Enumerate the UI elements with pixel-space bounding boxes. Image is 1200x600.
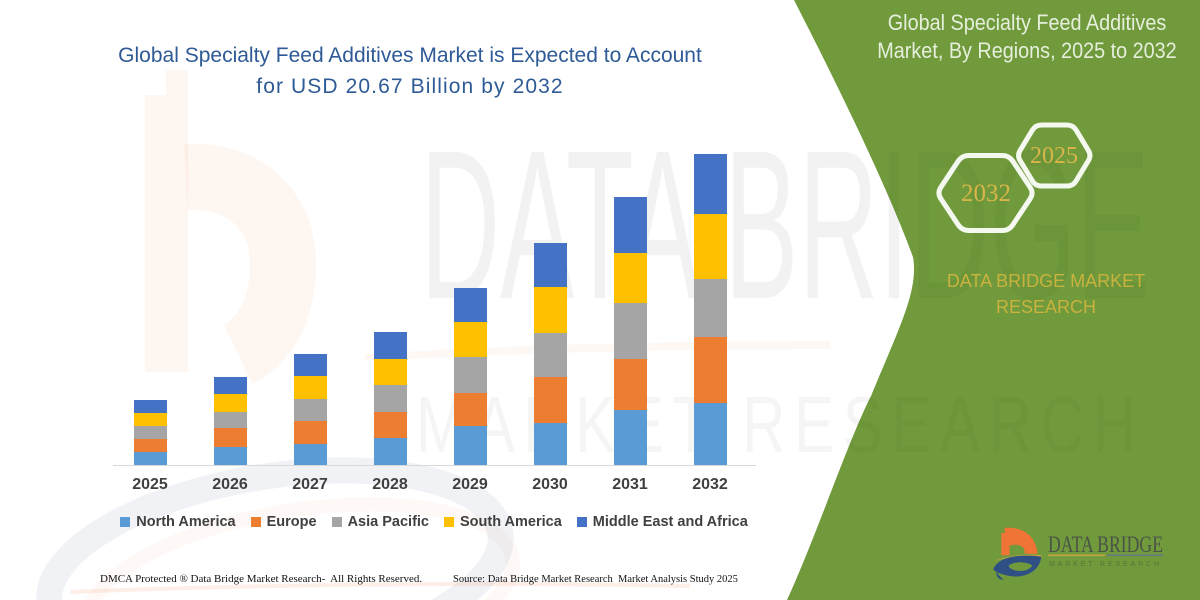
svg-text:2032: 2032 — [961, 180, 1011, 207]
svg-text:DATA BRIDGE: DATA BRIDGE — [420, 106, 1150, 344]
svg-text:2025: 2025 — [1030, 143, 1078, 169]
svg-text:DATA BRIDGE: DATA BRIDGE — [1048, 532, 1163, 557]
svg-text:MARKET RESEARCH: MARKET RESEARCH — [1049, 561, 1159, 568]
